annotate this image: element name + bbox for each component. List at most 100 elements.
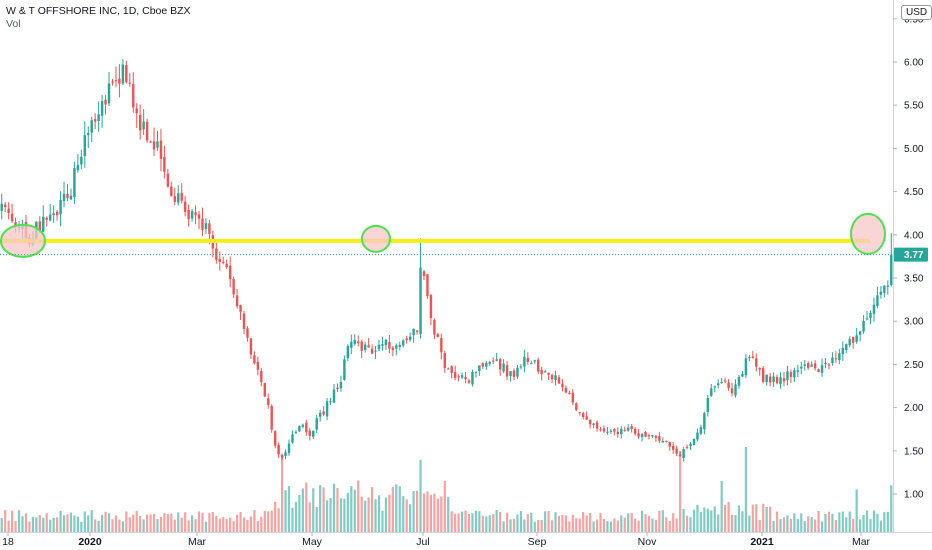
candle-body (318, 412, 322, 417)
volume-bar (883, 512, 886, 532)
price-axis: 6.506.005.505.004.504.003.503.002.502.00… (0, 0, 932, 533)
volume-bar (834, 519, 837, 532)
candle-body (682, 449, 685, 459)
volume-bar (630, 512, 633, 532)
highlight-circle[interactable] (361, 224, 391, 253)
candle-body (627, 427, 630, 431)
candle-body (405, 338, 408, 341)
candle-body (741, 373, 744, 377)
candle-body (671, 445, 675, 450)
volume-bar (28, 521, 31, 532)
candle-body (353, 340, 356, 344)
volume-bar (741, 511, 744, 532)
volume-bar (415, 490, 419, 532)
candle-body (132, 84, 135, 108)
candle-body (678, 454, 682, 457)
candle-body (391, 347, 395, 351)
candle-body (699, 427, 703, 434)
volume-bar (145, 514, 149, 532)
last-price-badge (894, 247, 928, 262)
candle-body (838, 353, 841, 360)
candle-body (620, 428, 623, 435)
volume-bar (827, 511, 831, 532)
volume-bar (717, 514, 720, 532)
candle-body (332, 389, 336, 403)
volume-bar (284, 490, 287, 532)
volume-bar (679, 451, 682, 532)
drawings[interactable] (0, 212, 886, 258)
volume-bars (0, 447, 893, 532)
candle-body (827, 364, 831, 366)
candle-body (630, 426, 633, 430)
volume-bar (814, 519, 817, 532)
volume-bar (599, 512, 602, 532)
volume-bar (66, 514, 69, 532)
volume-bar (578, 518, 581, 532)
volume-bar (128, 517, 131, 532)
currency-button[interactable]: USD (901, 5, 932, 20)
volume-bar (149, 514, 152, 532)
candle-body (654, 435, 658, 438)
candle-body (66, 193, 69, 199)
candle-body (447, 368, 450, 370)
candle-body (170, 186, 173, 197)
volume-bar (561, 515, 564, 532)
volume-bar (886, 511, 889, 532)
volume-bar (481, 515, 484, 532)
volume-bar (703, 507, 706, 532)
volume-bar (42, 517, 45, 532)
volume-bar (803, 521, 806, 532)
volume-bar (111, 519, 114, 532)
volume-bar (294, 502, 298, 532)
resistance-line[interactable] (0, 238, 870, 243)
volume-bar (267, 511, 270, 532)
candle-body (554, 375, 557, 381)
volume-bar (668, 520, 671, 532)
volume-bar (488, 515, 491, 532)
volume-bar (589, 512, 592, 532)
volume-bar (540, 520, 543, 532)
volume-bar (49, 519, 52, 532)
volume-bar (100, 514, 104, 532)
candle-body (453, 372, 457, 378)
volume-bar (592, 521, 595, 532)
volume-bar (782, 517, 786, 532)
candle-body (550, 375, 554, 380)
candle-body (810, 364, 813, 367)
volume-bar (699, 512, 703, 532)
candle-body (578, 412, 581, 414)
volume-bar (218, 518, 221, 532)
candle-body (845, 344, 848, 351)
volume-bar (35, 517, 38, 532)
volume-bar (734, 515, 737, 532)
volume-bar (758, 520, 761, 532)
candle-body (100, 101, 104, 116)
candle-body (858, 331, 862, 335)
highlight-circle[interactable] (0, 223, 46, 258)
volume-bar (852, 518, 855, 532)
volume-bar (121, 521, 124, 532)
candle-body (876, 295, 879, 307)
highlight-circle[interactable] (850, 212, 886, 255)
volume-bar (429, 494, 433, 532)
time-axis: 18 2020 Mar May Jul Sep Nov 2021 Mar (2, 532, 871, 548)
volume-bar (440, 496, 443, 532)
candle-body (595, 422, 599, 429)
candle-body (97, 114, 100, 121)
volume-bar (14, 521, 17, 532)
volume-bar (689, 517, 692, 532)
time-tick-label: 2021 (750, 536, 774, 548)
volume-bar (298, 494, 301, 532)
candle-body (163, 156, 166, 172)
candle-body (381, 344, 384, 346)
volume-bar (280, 455, 284, 532)
candle-body (481, 363, 485, 367)
volume-bar (859, 519, 862, 532)
volume-bar (322, 487, 325, 532)
volume-bar (762, 503, 765, 532)
volume-bar (239, 511, 242, 532)
volume-bar (315, 507, 318, 532)
last-price-label: 3.77 (904, 250, 924, 261)
volume-bar (277, 508, 280, 532)
